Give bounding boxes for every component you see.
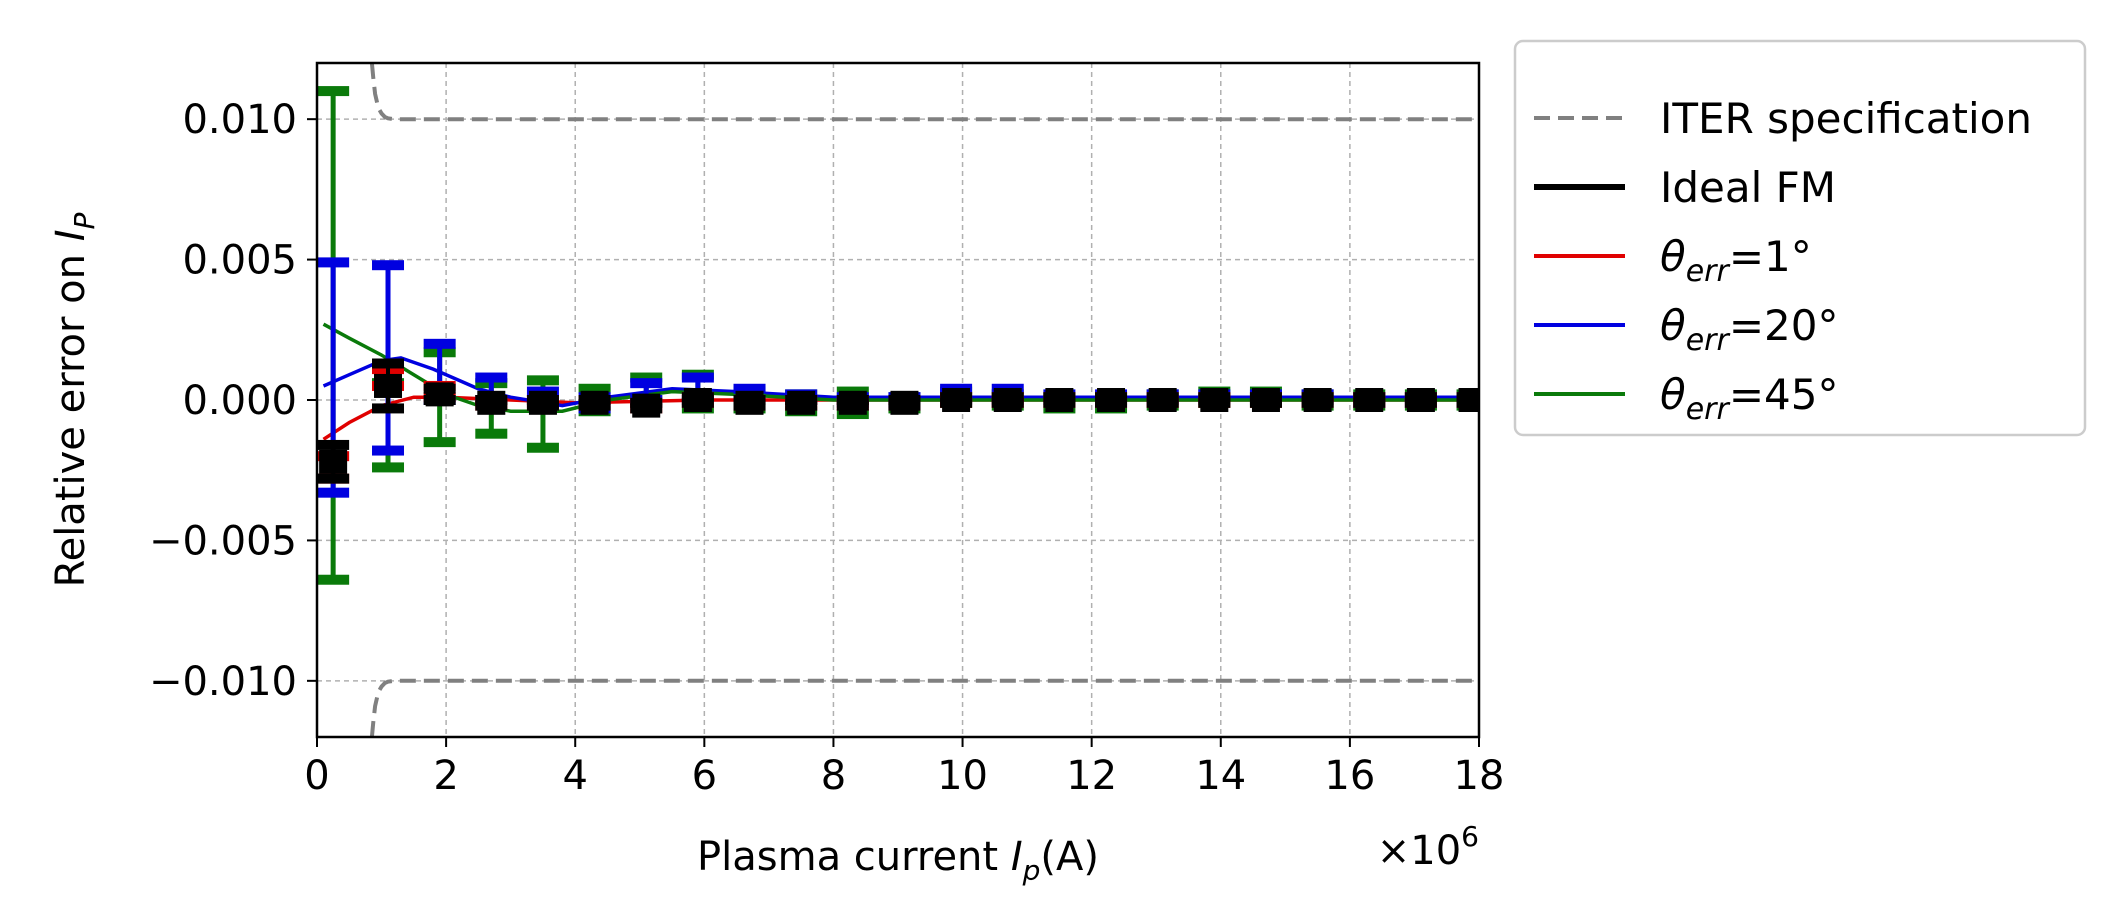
ideal-fm-marker	[890, 390, 919, 415]
ideal-fm-marker	[1251, 388, 1280, 412]
ideal-fm-marker	[1200, 388, 1229, 412]
legend-label-0: ITER specification	[1660, 94, 2032, 143]
x-axis-label: Plasma current Ip(A)	[697, 834, 1099, 887]
error-cap-top-series-3	[317, 86, 350, 97]
ideal-fm-marker	[683, 388, 712, 412]
ideal-fm-marker	[1303, 388, 1332, 412]
error-cap-top-series-2	[681, 372, 714, 383]
error-cap-top-series-2	[630, 378, 663, 389]
x-axis-ticks: 0 2 4 6 8 10 12 14 16 18	[304, 737, 1504, 799]
x-tick-label: 6	[692, 753, 717, 799]
error-cap-top-series-0	[372, 358, 405, 369]
ideal-fm-marker	[528, 390, 557, 415]
error-cap-top-series-2	[372, 260, 405, 271]
error-cap-bottom-series-3	[317, 574, 350, 585]
iter-spec-lower-line	[369, 678, 1479, 737]
legend-label-2: θerr=1°	[1660, 232, 1812, 289]
x-tick-label: 0	[304, 753, 329, 799]
y-tick-label: 0.000	[182, 378, 297, 424]
x-tick-label: 4	[562, 753, 587, 799]
x-tick-label: 18	[1454, 753, 1505, 799]
ideal-fm-marker	[1045, 388, 1074, 412]
ideal-fm-markers	[319, 373, 1479, 474]
error-cap-top-series-3	[630, 372, 663, 383]
ideal-fm-marker	[942, 388, 971, 412]
legend-box	[1513, 39, 2087, 437]
ideal-fm-marker	[319, 449, 348, 474]
error-cap-top-series-3	[578, 383, 611, 394]
legend-label-4: θerr=45°	[1660, 370, 1838, 427]
x-tick-label: 8	[821, 753, 846, 799]
x-tick-label: 14	[1195, 753, 1246, 799]
error-cap-top-series-2	[423, 338, 456, 349]
error-cap-bottom-series-2	[317, 487, 350, 498]
ideal-fm-marker	[1406, 388, 1435, 412]
ideal-fm-marker	[425, 382, 454, 407]
y-tick-label: 0.010	[182, 97, 297, 143]
legend-label-1: Ideal FM	[1660, 163, 1836, 212]
ideal-fm-marker	[735, 390, 764, 415]
ideal-fm-marker	[787, 390, 816, 415]
legend: ITER specification Ideal FM θerr=1° θerr=20…	[1513, 39, 2087, 437]
ideal-fm-marker	[838, 390, 867, 415]
ideal-fm-marker	[580, 390, 609, 415]
ideal-fm-marker	[1355, 388, 1384, 412]
ideal-fm-marker	[1458, 388, 1479, 412]
error-cap-bottom-series-0	[317, 473, 350, 484]
x-tick-label: 2	[433, 753, 458, 799]
error-cap-bottom-series-3	[423, 437, 456, 448]
ideal-fm-marker	[1148, 388, 1177, 412]
x-axis-multiplier: ×106	[1377, 820, 1479, 874]
error-cap-bottom-series-2	[372, 445, 405, 456]
iter-spec-upper-line	[369, 63, 1479, 122]
error-cap-top-series-0	[317, 439, 350, 450]
x-tick-label: 16	[1324, 753, 1375, 799]
ideal-fm-marker	[477, 390, 506, 415]
y-axis-label: Relative error on IP	[48, 212, 101, 587]
y-axis-ticks: 0.010 0.005 0.000 −0.005 −0.010	[149, 97, 317, 705]
ideal-fm-marker	[374, 373, 403, 398]
error-cap-top-series-3	[526, 375, 559, 386]
x-tick-label: 12	[1066, 753, 1117, 799]
error-cap-top-series-2	[317, 257, 350, 268]
ideal-fm-marker	[993, 388, 1022, 412]
legend-label-3: θerr=20°	[1660, 301, 1838, 358]
error-cap-top-series-2	[733, 383, 766, 394]
error-cap-bottom-series-0	[372, 403, 405, 414]
ideal-fm-marker	[632, 393, 661, 418]
error-cap-bottom-series-3	[526, 442, 559, 453]
error-cap-bottom-series-3	[372, 462, 405, 473]
ideal-fm-marker	[1097, 388, 1126, 412]
x-tick-label: 10	[937, 753, 988, 799]
error-cap-top-series-2	[475, 372, 508, 383]
iter-spec-curves	[369, 63, 1479, 737]
legend-entries: ITER specification Ideal FM θerr=1° θerr=20…	[1534, 94, 2032, 427]
y-tick-label: −0.005	[149, 518, 297, 564]
y-tick-label: 0.005	[182, 238, 297, 284]
error-cap-bottom-series-3	[475, 428, 508, 439]
y-tick-label: −0.010	[149, 659, 297, 705]
